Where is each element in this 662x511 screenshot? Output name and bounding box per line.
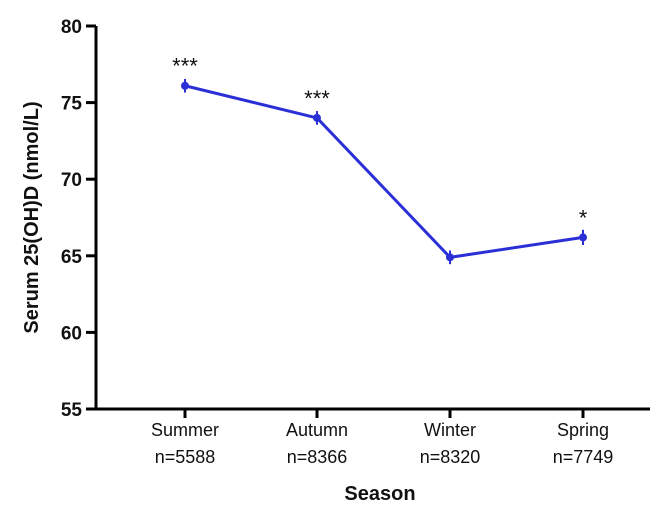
x-sample-size-label: n=8320 — [420, 447, 481, 467]
data-point — [446, 253, 454, 262]
x-sample-size-label: n=8366 — [287, 447, 348, 467]
significance-annotation: * — [579, 205, 588, 230]
y-tick-label: 55 — [61, 400, 83, 421]
x-tick-label: Winter — [424, 420, 476, 440]
data-point — [579, 233, 587, 242]
series-line — [184, 84, 584, 259]
data-point — [181, 81, 189, 90]
y-tick-label: 70 — [61, 170, 82, 191]
x-tick-label: Summer — [151, 420, 219, 440]
x-tick-label: Autumn — [286, 420, 348, 440]
y-tick-label: 80 — [61, 17, 82, 38]
significance-annotation: *** — [304, 86, 330, 111]
y-tick-label: 60 — [61, 323, 82, 344]
x-sample-size-label: n=5588 — [155, 447, 216, 467]
plot-area: 55 60 65 70 75 80 Summer n=5588 Autumn n=8366 Wint… — [21, 17, 650, 505]
y-tick-label: 75 — [61, 94, 83, 115]
x-axis-title: Season — [344, 483, 415, 505]
data-point — [313, 113, 321, 122]
y-axis-title: Serum 25(OH)D (nmol/L) — [21, 101, 43, 333]
x-tick-label: Spring — [557, 420, 609, 440]
x-sample-size-label: n=7749 — [553, 447, 614, 467]
significance-annotation: *** — [172, 54, 198, 79]
y-tick-label: 65 — [61, 247, 83, 268]
